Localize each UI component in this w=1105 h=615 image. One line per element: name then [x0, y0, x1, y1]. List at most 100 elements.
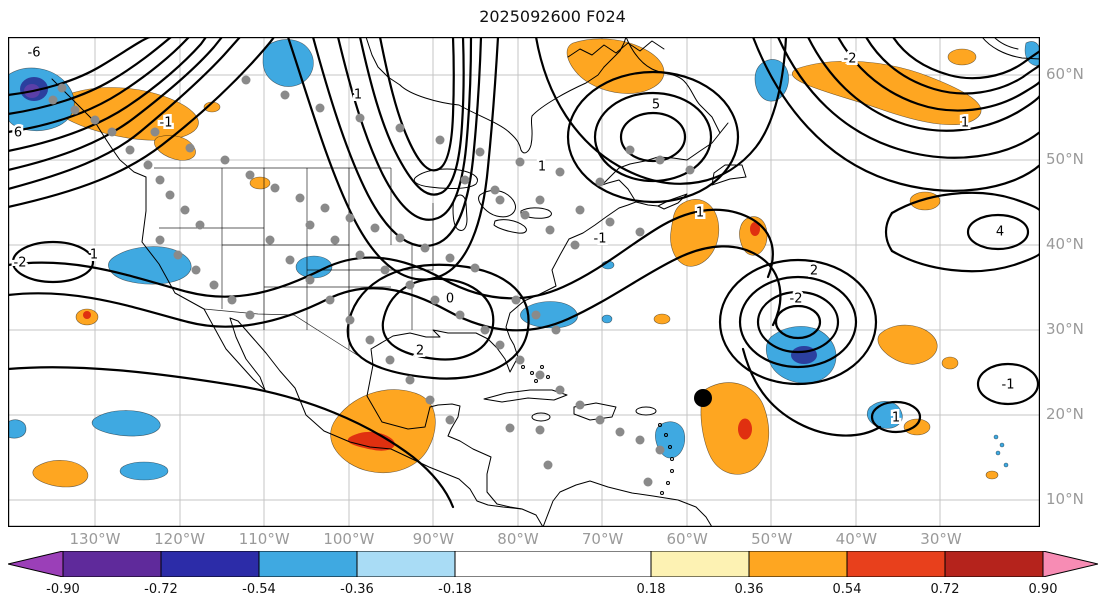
contour-label: -2 — [14, 256, 27, 271]
station-dot — [575, 400, 585, 410]
colorbar-tick-label: -0.18 — [438, 582, 472, 597]
contour-label: 4 — [996, 225, 1004, 240]
station-dot — [220, 155, 230, 165]
plot-title: 2025092600 F024 — [479, 7, 626, 26]
station-dot — [345, 213, 355, 223]
station-dot — [241, 75, 251, 85]
contour-labels: -6 6 -1 1 1 5 1 -1 2 -2 -2 1 4 1 -1 0 2 1 -2 — [11, 43, 1017, 428]
station-dot — [595, 415, 605, 425]
station-dot — [305, 220, 315, 230]
highlight-point-dot — [694, 389, 712, 407]
station-dot — [643, 477, 653, 487]
map-canvas: -6 6 -1 1 1 5 1 -1 2 -2 -2 1 4 1 -1 0 2 1 -2 — [8, 37, 1040, 527]
station-dot — [655, 445, 665, 455]
colorbar-tick-label: -0.72 — [144, 582, 178, 597]
colorbar-segment — [62, 551, 162, 577]
station-dot — [90, 115, 100, 125]
station-dot — [455, 310, 465, 320]
station-dot — [515, 355, 525, 365]
station-dot — [185, 143, 195, 153]
station-dot — [635, 435, 645, 445]
station-dot — [330, 235, 340, 245]
station-dot — [365, 335, 375, 345]
contour-label: -2 — [844, 52, 857, 67]
contour-label: -6 — [28, 46, 41, 61]
station-dot — [470, 263, 480, 273]
station-dot — [405, 375, 415, 385]
x-tick-label: 60°W — [666, 530, 708, 548]
colorbar-left-arrow — [8, 551, 64, 577]
x-tick-label: 110°W — [238, 530, 290, 548]
colorbar-tick-label: -0.54 — [242, 582, 276, 597]
colorbar-segment — [650, 551, 750, 577]
station-dot — [445, 253, 455, 263]
station-dot — [48, 95, 58, 105]
station-dot — [150, 127, 160, 137]
x-tick-label: 30°W — [920, 530, 962, 548]
colorbar-tick-label: 0.72 — [930, 582, 960, 597]
colorbar-tick-label: 0.36 — [734, 582, 764, 597]
station-dot — [495, 340, 505, 350]
station-dot — [655, 155, 665, 165]
colorbar-tick-label: -0.36 — [340, 582, 374, 597]
x-tick-label: 130°W — [69, 530, 121, 548]
station-dot — [180, 205, 190, 215]
x-tick-label: 70°W — [581, 530, 624, 548]
station-dot — [685, 165, 695, 175]
station-dot — [355, 113, 365, 123]
station-dot — [173, 250, 183, 260]
station-dot — [625, 145, 635, 155]
station-dot — [570, 240, 580, 250]
station-dot — [435, 135, 445, 145]
station-dot — [191, 265, 201, 275]
station-dot — [420, 243, 430, 253]
contour-label: 1 — [538, 160, 546, 175]
colorbar-segment — [454, 551, 652, 577]
contour-label: 1 — [961, 116, 969, 131]
station-dot — [520, 210, 530, 220]
colorbar-segment — [258, 551, 358, 577]
station-dot — [57, 83, 67, 93]
x-tick-label: 50°W — [751, 530, 793, 548]
map-frame — [8, 37, 1040, 527]
station-dot — [495, 195, 505, 205]
contour-label: 1 — [892, 411, 900, 426]
station-dot — [490, 185, 500, 195]
y-tick-label: 30°N — [1046, 320, 1084, 338]
station-dot — [425, 395, 435, 405]
station-dot — [280, 90, 290, 100]
x-tick-label: 40°W — [835, 530, 878, 548]
colorbar-right-arrow — [1042, 551, 1098, 577]
contour-label: 2 — [810, 264, 818, 279]
station-dot — [535, 425, 545, 435]
contour-label: -1 — [594, 232, 607, 247]
station-dot — [635, 227, 645, 237]
station-dot — [615, 427, 625, 437]
station-dot — [385, 355, 395, 365]
colorbar-segment — [160, 551, 260, 577]
station-dot — [265, 235, 275, 245]
contour-label: 6 — [14, 126, 22, 141]
station-dot — [445, 415, 455, 425]
contour-lines — [8, 37, 1040, 509]
contour-label: 0 — [446, 292, 454, 307]
station-dot — [245, 170, 255, 180]
station-dot — [155, 235, 165, 245]
station-dot — [505, 423, 515, 433]
contour-label: 1 — [354, 88, 362, 103]
contour-label: 1 — [90, 248, 98, 263]
station-dot — [405, 280, 415, 290]
station-dot — [543, 460, 553, 470]
x-tick-label: 90°W — [412, 530, 455, 548]
station-dot — [475, 147, 485, 157]
contour-label: 5 — [652, 98, 660, 113]
station-dot — [320, 203, 330, 213]
x-tick-label: 80°W — [497, 530, 539, 548]
station-dot — [305, 275, 315, 285]
highlight-dot — [694, 389, 712, 407]
station-dot — [555, 385, 565, 395]
station-dot — [551, 325, 561, 335]
station-dots — [48, 75, 695, 487]
station-dot — [295, 193, 305, 203]
